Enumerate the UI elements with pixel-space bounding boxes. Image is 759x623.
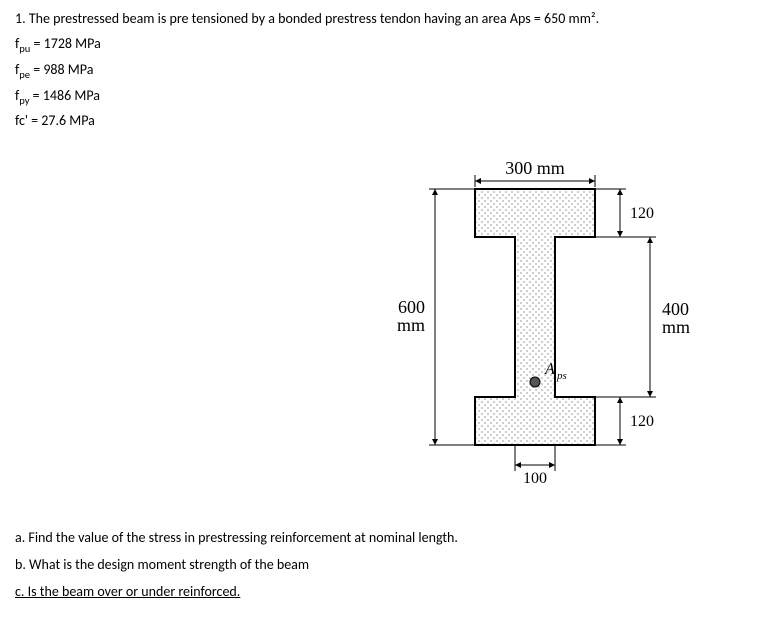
svg-text:A: A [544, 361, 555, 378]
parameter: fpe = 988 MPa [15, 61, 744, 81]
svg-text:mm: mm [662, 317, 690, 337]
beam-figure: Aps300 mm600mm120400mm120100 [355, 149, 755, 499]
problem-text: The prestressed beam is pre tensioned by… [29, 10, 599, 27]
svg-text:120: 120 [630, 205, 654, 222]
question: a. Find the value of the stress in prest… [15, 529, 744, 546]
svg-text:mm: mm [397, 315, 425, 335]
parameter: fpu = 1728 MPa [15, 35, 744, 55]
problem-statement: 1. The prestressed beam is pre tensioned… [15, 10, 744, 27]
parameter: fc' = 27.6 MPa [15, 112, 744, 129]
problem-number: 1. [15, 10, 26, 27]
question: b. What is the design moment strength of… [15, 556, 744, 573]
question: c. Is the beam over or under reinforced. [15, 583, 744, 600]
svg-text:100: 100 [523, 470, 547, 487]
parameter: fpy = 1486 MPa [15, 87, 744, 107]
svg-text:400: 400 [662, 299, 689, 319]
svg-text:600: 600 [398, 297, 425, 317]
svg-text:ps: ps [556, 370, 567, 382]
svg-text:300 mm: 300 mm [505, 158, 565, 178]
svg-text:120: 120 [630, 413, 654, 430]
